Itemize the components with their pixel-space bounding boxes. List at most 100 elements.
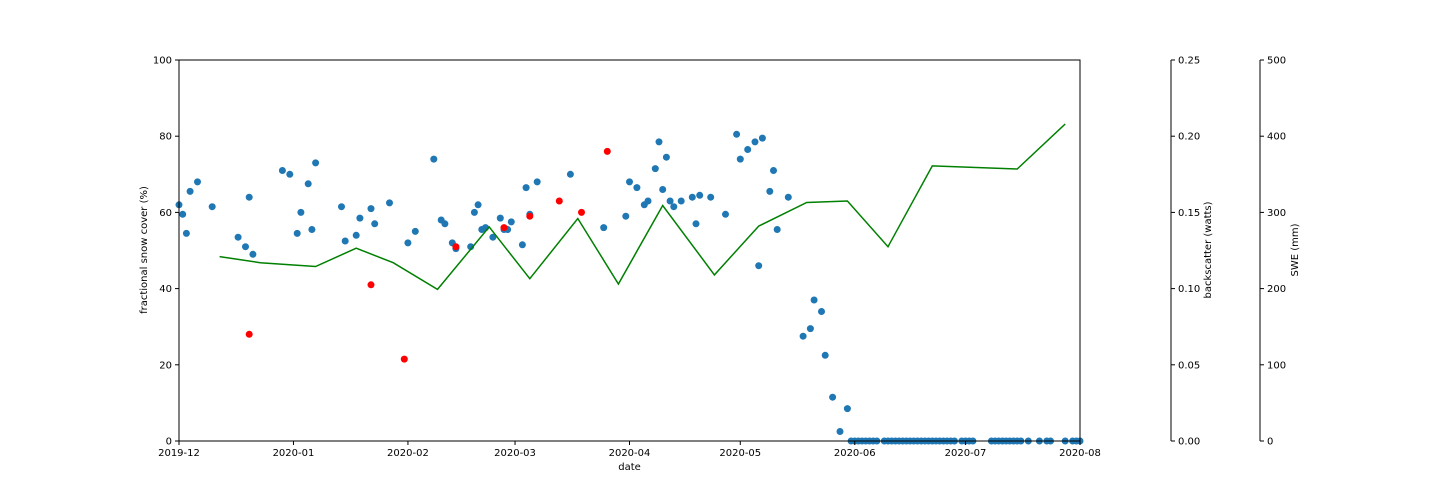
data-point [467,243,475,251]
x-tick-label: 2020-03 [494,448,536,459]
backscatter-axis-label: backscatter (watts) [1203,201,1214,298]
data-point [677,197,685,205]
data-point [806,325,814,333]
data-point [474,201,482,209]
data-point [829,393,837,401]
data-point [784,193,792,201]
data-point-highlight [555,197,563,205]
y-tick-label: 60 [159,208,172,219]
data-point [733,130,741,138]
data-point [430,155,438,163]
swe-axis-tick-label: 0 [1267,437,1273,448]
data-point [507,218,515,226]
x-tick-label: 2020-06 [834,448,876,459]
data-point [371,220,379,228]
data-point [470,208,478,216]
swe-axis-tick-label: 400 [1267,132,1286,143]
data-point [566,170,574,178]
plot-area [175,123,1084,445]
data-point [338,203,345,211]
data-point [411,227,419,235]
y-tick-label: 40 [159,284,172,295]
x-tick-label: 2020-01 [273,448,315,459]
data-point [518,241,526,249]
data-point [799,332,807,340]
x-tick-label: 2020-07 [945,448,987,459]
data-point-highlight [500,224,508,232]
data-point [688,193,696,201]
data-point [386,199,393,207]
data-point [773,226,781,233]
data-point [744,146,752,153]
data-point-highlight [452,243,460,251]
x-axis-label: date [618,462,641,473]
data-point [182,229,190,237]
data-point [633,184,641,192]
x-tick-label: 2020-08 [1059,448,1101,459]
backscatter-axis-tick-label: 0.25 [1178,56,1200,67]
y-axis-label: fractional snow cover (%) [139,186,150,314]
data-point [736,155,744,163]
data-point [312,159,320,167]
data-point [186,187,194,195]
data-point [297,208,305,216]
axes: 2019-12 2020-01 2020-02 2020-03 2020-04 2020-… [153,56,1286,460]
data-point [533,178,541,186]
data-point [308,226,316,233]
data-point [758,134,766,142]
data-point [194,178,201,186]
data-point [496,214,504,222]
data-point-highlight [603,147,611,155]
backscatter-axis-tick-label: 0.20 [1178,132,1200,143]
data-point [651,165,659,173]
swe-axis-label: SWE (mm) [1290,223,1301,276]
y-tick-label: 20 [159,360,172,371]
x-tick-label: 2020-02 [387,448,429,459]
data-point [755,262,763,270]
data-point [622,212,630,220]
swe-axis-tick-label: 300 [1267,208,1286,219]
y-tick-label: 0 [166,437,172,448]
backscatter-axis-tick-label: 0.15 [1178,208,1200,219]
data-point [751,138,759,146]
data-point [626,178,633,186]
swe-axis-tick-label: 100 [1267,360,1286,371]
data-point [659,186,667,193]
data-point [522,184,530,192]
data-point [293,229,301,237]
data-point [179,210,187,218]
data-point [707,193,715,201]
backscatter-axis-tick-label: 0.05 [1178,360,1200,371]
data-point [662,153,670,161]
x-tick-label: 2019-12 [158,448,200,459]
backscatter-axis-tick-label: 0.10 [1178,284,1200,295]
data-point [600,224,608,232]
x-tick-label: 2020-05 [719,448,761,459]
data-point [696,191,704,199]
data-point-highlight [367,281,375,289]
swe-axis-tick-label: 500 [1267,56,1286,67]
data-point [341,237,349,245]
y-tick-label: 100 [153,56,172,67]
data-point-highlight [526,212,534,220]
data-point [655,138,663,146]
data-point [843,405,851,413]
swe-axis-tick-label: 200 [1267,284,1286,295]
data-point [249,250,257,258]
data-point-highlight [245,330,253,338]
data-point [821,351,829,359]
data-point [245,193,253,201]
data-point [810,296,818,304]
data-point-highlight [400,355,408,363]
data-point-highlight [578,208,585,216]
data-point [644,197,652,205]
data-point [352,231,360,239]
plot-frame [178,59,1081,442]
data-point [304,180,312,188]
data-point [242,243,249,251]
data-point [836,428,844,435]
y-tick-label: 80 [159,132,172,143]
series-line [219,123,1066,291]
data-point [818,308,825,315]
